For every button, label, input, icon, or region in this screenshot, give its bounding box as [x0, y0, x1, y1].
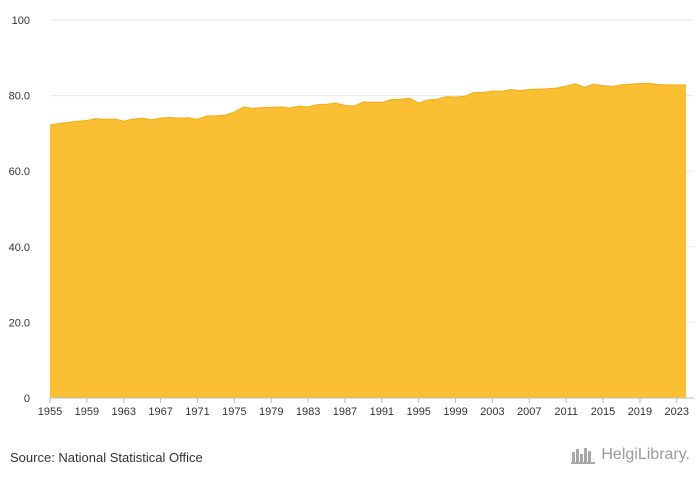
x-tick-label: 1999	[443, 406, 467, 418]
series-line	[49, 82, 686, 126]
x-tick-label: 2023	[665, 406, 689, 418]
y-tick-label: 40.0	[9, 242, 30, 254]
x-tick-label: 1979	[259, 406, 283, 418]
x-tick-label: 2015	[591, 406, 615, 418]
y-tick-label: 80.0	[9, 91, 30, 103]
series-area-layer	[49, 82, 686, 398]
x-tick-label: 2011	[554, 406, 578, 418]
y-tick-label: 0	[24, 393, 30, 405]
x-tick-label: 1971	[185, 406, 209, 418]
y-tick-label: 60.0	[9, 166, 30, 178]
x-tick-label: 2019	[628, 406, 652, 418]
helgi-library-logo: HelgiLibrary.	[571, 446, 690, 464]
x-tick-label: 1959	[75, 406, 99, 418]
x-tick-label: 1967	[148, 406, 172, 418]
source-note: Source: National Statistical Office	[10, 450, 203, 465]
x-axis	[49, 397, 694, 403]
x-tick-label: 2003	[480, 406, 504, 418]
series-area	[50, 83, 686, 398]
x-tick-label: 2007	[517, 406, 541, 418]
x-tick-label: 1995	[406, 406, 430, 418]
x-tick-label: 1983	[296, 406, 320, 418]
y-tick-label: 20.0	[9, 317, 30, 329]
y-axis-labels: 0 20.0 40.0 60.0 80.0 100	[9, 15, 30, 405]
x-tick-label: 1963	[111, 406, 135, 418]
x-tick-label: 1991	[370, 406, 394, 418]
x-tick-label: 1975	[222, 406, 246, 418]
area-chart: 0 20.0 40.0 60.0 80.0 100 1955 1959 1963 1967 197…	[9, 15, 694, 418]
x-tick-label: 1955	[38, 406, 62, 418]
x-axis-labels: 1955 1959 1963 1967 1971 1975 1979 1983 1987 1991…	[38, 406, 689, 418]
y-tick-label: 100	[12, 15, 30, 27]
library-icon	[571, 448, 596, 464]
x-tick-label: 1987	[333, 406, 357, 418]
logo-text: HelgiLibrary.	[601, 446, 690, 463]
